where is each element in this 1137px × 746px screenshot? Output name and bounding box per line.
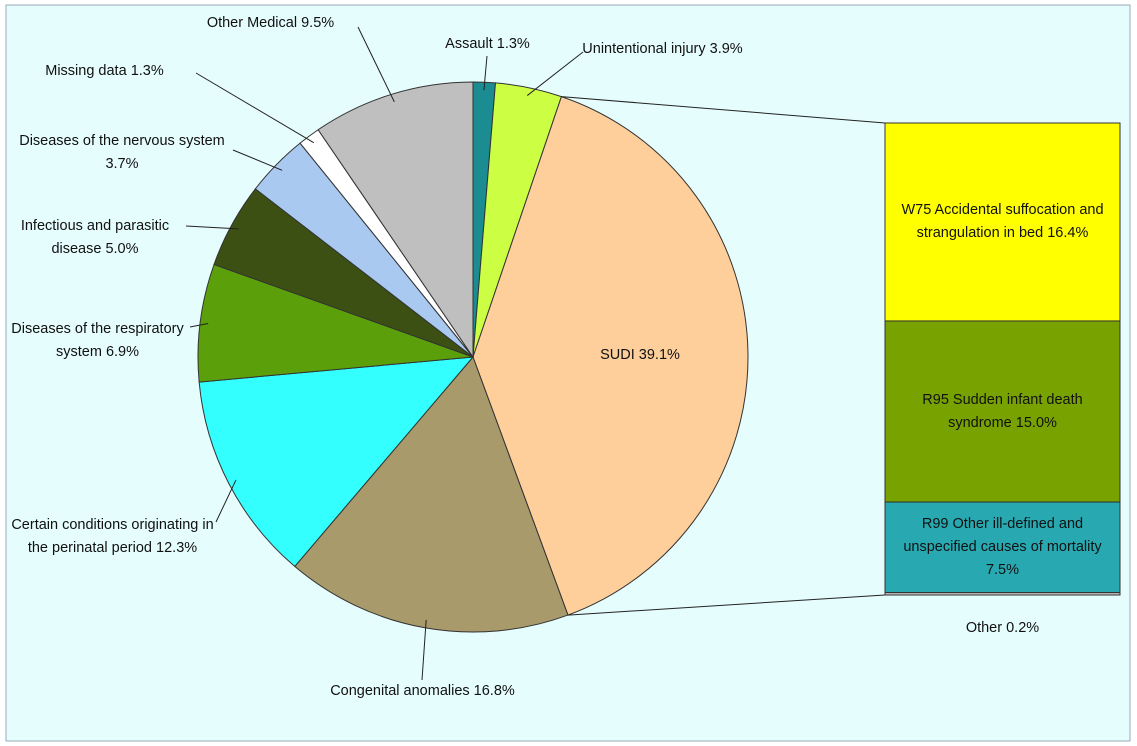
label-value: 39.1% <box>638 347 680 363</box>
leader-line <box>189 322 209 328</box>
label-value: 3.9% <box>709 41 743 57</box>
slice-label: Assault 1.3% <box>425 33 550 56</box>
label-value: 5.0% <box>105 241 139 257</box>
label-name: W75 Accidental suffocation and strangula… <box>901 201 1104 241</box>
label-name: Diseases of the nervous system <box>19 133 225 149</box>
slice-label: Diseases of the respiratory system 6.9% <box>5 318 190 364</box>
segment-label: R95 Sudden infant death syndrome 15.0% <box>900 389 1105 435</box>
segment-label: R99 Other ill-defined and unspecified ca… <box>900 513 1105 582</box>
label-value: 1.3% <box>496 36 530 52</box>
pie-slice <box>197 263 474 383</box>
bar-segment <box>884 320 1121 503</box>
slice-label: SUDI 39.1% <box>570 344 710 367</box>
slice-label: Missing data 1.3% <box>12 60 197 83</box>
label-name: Missing data <box>45 63 127 79</box>
label-name: R99 Other ill-defined and unspecified ca… <box>903 515 1102 555</box>
label-value: 12.3% <box>156 540 198 556</box>
label-name: SUDI <box>600 347 635 363</box>
leader-line <box>195 72 315 144</box>
label-value: 15.0% <box>1015 414 1057 431</box>
label-name: Assault <box>445 36 493 52</box>
label-name: Diseases of the respiratory system <box>11 321 184 360</box>
pie-slice <box>472 95 749 616</box>
leader-line <box>215 479 237 523</box>
pie-slice <box>198 356 475 568</box>
leader-line <box>421 619 427 681</box>
label-name: R95 Sudden infant death syndrome <box>922 391 1083 431</box>
bar-segment <box>884 122 1121 322</box>
label-value: 7.5% <box>985 561 1020 578</box>
connector-line <box>561 96 886 124</box>
leader-line <box>232 149 283 171</box>
slice-label: Certain conditions originating in the pe… <box>10 514 215 560</box>
connector-line <box>567 594 886 616</box>
label-value: 1.3% <box>130 63 164 79</box>
label-name: Infectious and parasitic disease <box>20 218 170 257</box>
slice-label: Diseases of the nervous system 3.7% <box>8 130 236 176</box>
segment-label: W75 Accidental suffocation and strangula… <box>900 199 1105 245</box>
label-name: Other <box>965 620 1003 636</box>
leader-line <box>357 26 395 103</box>
slice-label: Other Medical 9.5% <box>178 12 363 35</box>
slice-label: Congenital anomalies 16.8% <box>290 680 555 703</box>
leader-line <box>526 51 584 96</box>
label-value: 16.8% <box>473 683 515 699</box>
label-value: 9.5% <box>301 15 335 31</box>
slice-label: Infectious and parasitic disease 5.0% <box>10 215 180 261</box>
pie-slice <box>317 81 474 359</box>
pie-slice <box>294 356 569 633</box>
label-value: 3.7% <box>105 156 139 172</box>
bar-segment <box>884 592 1121 596</box>
label-name: Unintentional injury <box>582 41 706 57</box>
label-value: 0.2% <box>1006 620 1040 636</box>
label-name: Other Medical <box>206 15 298 31</box>
label-value: 6.9% <box>105 344 139 360</box>
segment-label: Other 0.2% <box>885 617 1120 640</box>
slice-label: Unintentional injury 3.9% <box>575 38 750 61</box>
label-value: 16.4% <box>1047 224 1089 241</box>
leader-line <box>185 225 239 230</box>
label-name: Congenital anomalies <box>330 683 470 699</box>
label-name: Certain conditions originating in the pe… <box>11 517 214 556</box>
leader-line <box>483 55 488 91</box>
